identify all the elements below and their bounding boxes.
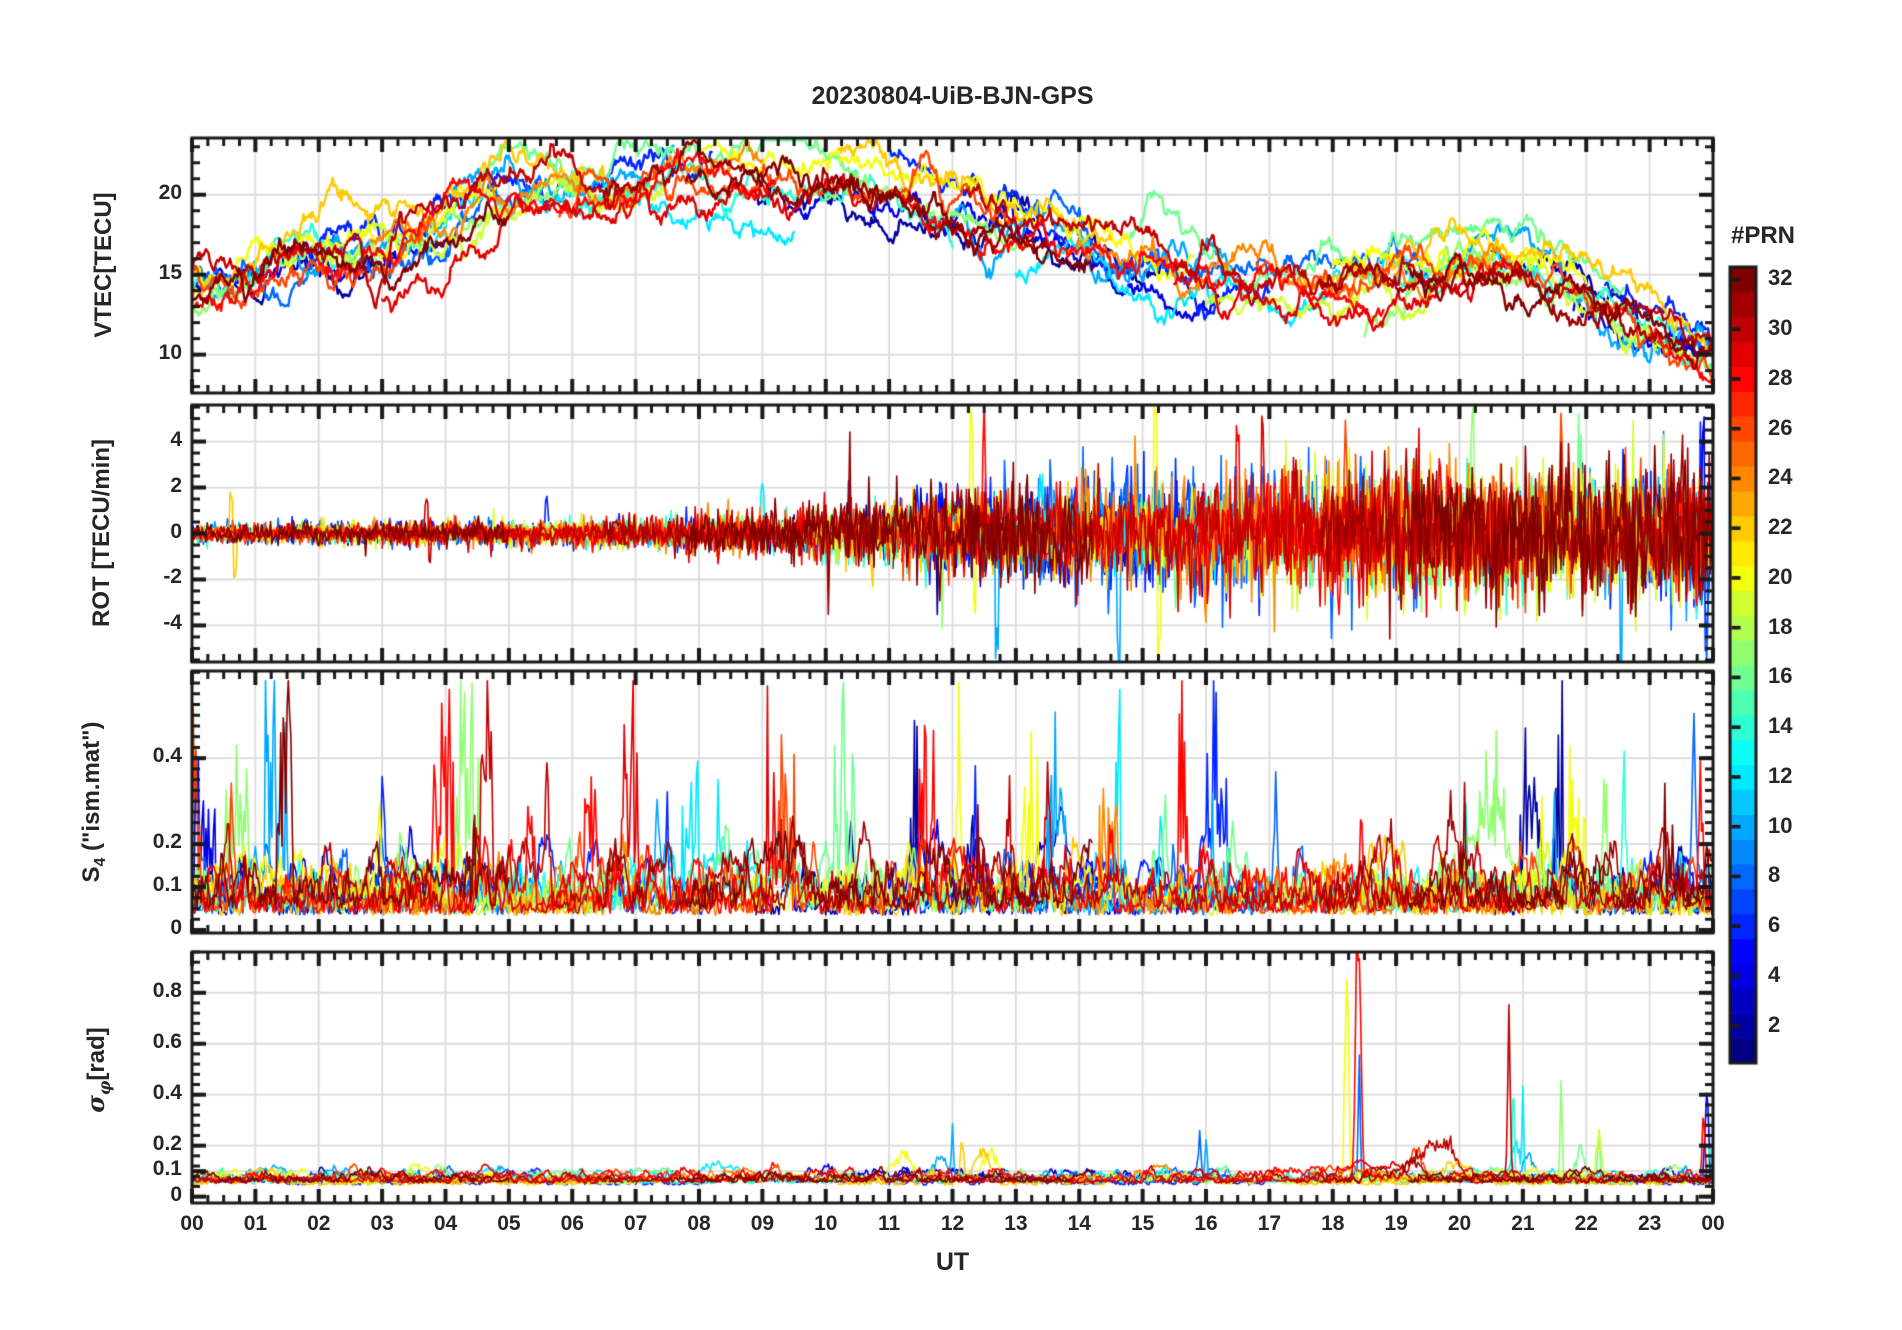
colorbar-tick-label: 12 <box>1768 762 1793 788</box>
x-tick-label: 04 <box>433 1212 458 1235</box>
colorbar-tick-label: 30 <box>1768 315 1793 341</box>
x-tick-label: 20 <box>1447 1212 1472 1235</box>
x-tick-label: 07 <box>623 1212 648 1235</box>
y-tick-label-panel3: 0.1 <box>152 873 182 897</box>
x-tick-label: 15 <box>1130 1212 1155 1235</box>
y-tick-label-panel4: 0.2 <box>152 1131 182 1155</box>
x-tick-label: 00 <box>180 1212 204 1235</box>
x-tick-label: 19 <box>1384 1212 1408 1235</box>
y-tick-label-panel4: 0.1 <box>152 1157 182 1181</box>
x-tick-label: 17 <box>1257 1212 1282 1235</box>
y-tick-label-panel4: 0.4 <box>152 1080 182 1104</box>
y-tick-label-panel1: 10 <box>158 340 182 364</box>
x-tick-label: 16 <box>1194 1212 1218 1235</box>
colorbar-tick-label: 6 <box>1768 912 1781 938</box>
x-tick-label: 05 <box>497 1212 521 1235</box>
colorbar-tick-label: 22 <box>1768 514 1793 540</box>
chart-title: 20230804-UiB-BJN-GPS <box>811 82 1094 110</box>
x-tick-label: 10 <box>814 1212 838 1235</box>
x-tick-label: 09 <box>750 1212 775 1235</box>
colorbar-tick-label: 14 <box>1768 713 1793 739</box>
y-tick-label-panel1: 15 <box>158 260 182 284</box>
y-tick-label-panel2: 0 <box>170 519 182 543</box>
x-tick-label: 18 <box>1321 1212 1345 1235</box>
x-tick-label: 21 <box>1511 1212 1535 1235</box>
colorbar-tick-label: 28 <box>1768 364 1793 390</box>
x-tick-label: 06 <box>560 1212 584 1235</box>
x-tick-label: 00 <box>1701 1212 1725 1235</box>
xlabel-ut: UT <box>935 1248 970 1276</box>
x-tick-label: 08 <box>687 1212 711 1235</box>
y-tick-label-panel3: 0.2 <box>152 830 182 854</box>
colorbar-tick-label: 2 <box>1768 1011 1781 1037</box>
x-tick-label: 11 <box>878 1212 901 1235</box>
colorbar-tick-label: 26 <box>1768 414 1793 440</box>
y-tick-label-panel2: 4 <box>170 427 182 451</box>
y-tick-label-panel3: 0.4 <box>152 744 182 768</box>
colorbar-tick-label: 16 <box>1768 663 1793 689</box>
y-tick-label-panel1: 20 <box>158 180 182 204</box>
x-tick-label: 13 <box>1004 1212 1028 1235</box>
x-tick-label: 01 <box>243 1212 268 1235</box>
colorbar-tick-label: 32 <box>1768 265 1793 291</box>
y-tick-label-panel2: -4 <box>163 611 182 635</box>
x-tick-label: 22 <box>1574 1212 1598 1235</box>
colorbar-title: #PRN <box>1730 222 1796 249</box>
y-tick-label-panel4: 0.6 <box>152 1029 182 1053</box>
colorbar-tick-label: 24 <box>1768 464 1793 490</box>
x-tick-label: 03 <box>370 1212 394 1235</box>
y-tick-label-panel3: 0 <box>170 915 182 939</box>
colorbar-tick-label: 20 <box>1768 563 1793 589</box>
colorbar-tick-label: 10 <box>1768 812 1793 838</box>
x-tick-label: 14 <box>1067 1212 1091 1235</box>
colorbar-tick-label: 18 <box>1768 613 1793 639</box>
y-tick-label-panel4: 0.8 <box>152 978 182 1002</box>
colorbar-tick-label: 4 <box>1768 961 1781 987</box>
colorbar-tick-label: 8 <box>1768 862 1781 888</box>
y-tick-label-panel2: 2 <box>170 473 182 497</box>
ylabel-s4-sub: 4 <box>92 857 109 867</box>
y-tick-label-panel4: 0 <box>170 1182 182 1206</box>
x-tick-label: 12 <box>940 1212 965 1235</box>
y-tick-label-panel2: -2 <box>163 565 182 589</box>
x-tick-label: 23 <box>1637 1212 1662 1235</box>
x-tick-label: 02 <box>307 1212 331 1235</box>
